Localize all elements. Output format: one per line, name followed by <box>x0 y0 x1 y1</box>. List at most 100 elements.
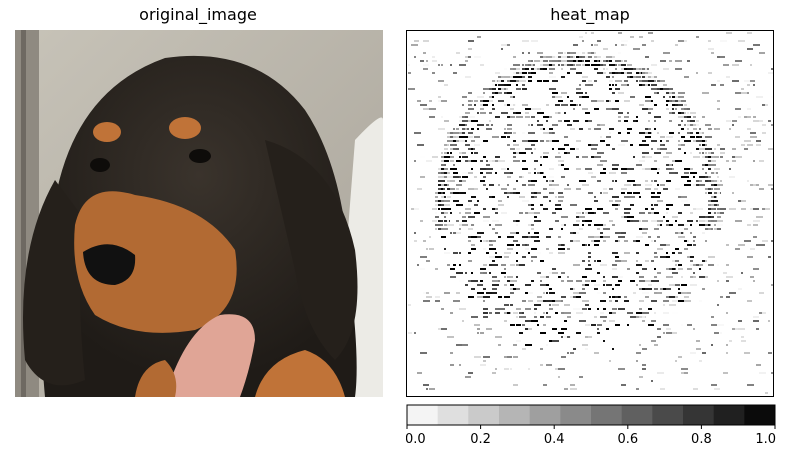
heat-map-cell <box>552 56 556 58</box>
heat-map-cell <box>699 148 703 150</box>
heat-map-cell <box>600 316 607 318</box>
heat-map-cell <box>516 244 520 246</box>
heat-map-cell <box>711 152 714 154</box>
heat-map-cell <box>576 60 578 62</box>
heat-map-cell <box>537 296 542 298</box>
heat-map-cell <box>507 196 509 198</box>
heat-map-cell <box>681 276 683 278</box>
heat-map-cell <box>762 132 766 134</box>
heat-map-cell <box>456 204 463 206</box>
heat-map-cell <box>708 256 715 258</box>
heat-map-cell <box>618 280 622 282</box>
heat-map-cell <box>717 192 720 194</box>
heat-map-cell <box>618 72 622 74</box>
heat-map-cell <box>753 120 760 122</box>
heat-map-cell <box>747 84 750 86</box>
heat-map-cell <box>516 72 520 74</box>
heat-map-cell <box>615 64 617 66</box>
heat-map-cell <box>606 68 608 70</box>
heat-map-cell <box>645 136 651 138</box>
heat-map-cell <box>510 72 514 74</box>
heat-map-cell <box>441 204 445 206</box>
heat-map-cell <box>726 160 729 162</box>
heat-map-cell <box>744 116 747 118</box>
heat-map-cell <box>603 168 606 170</box>
colorbar-scale: 0.0 0.2 0.4 0.6 0.8 1.0 <box>406 404 776 447</box>
heat-map-cell <box>522 200 529 202</box>
heat-map-cell <box>579 104 581 106</box>
heat-map-cell <box>528 124 530 126</box>
heat-map-cell <box>468 228 473 230</box>
heat-map-cell <box>657 220 663 222</box>
heat-map-cell <box>669 120 672 122</box>
heat-map-cell <box>687 244 692 246</box>
heat-map-cell <box>492 228 495 230</box>
heat-map-cell <box>753 184 756 186</box>
heat-map-cell <box>486 172 492 174</box>
heat-map-cell <box>588 336 592 338</box>
heat-map-cell <box>573 264 580 266</box>
heat-map-cell <box>744 80 750 82</box>
heat-map-cell <box>678 212 682 214</box>
heat-map-cell <box>492 92 497 94</box>
heat-map-cell <box>720 84 724 86</box>
heat-map-cell <box>549 168 554 170</box>
heat-map-cell <box>747 144 753 146</box>
heat-map-cell <box>666 288 671 290</box>
heat-map-cell <box>615 44 617 46</box>
heat-map-cell <box>741 200 746 202</box>
colorbar-tick-label: 0.6 <box>617 432 638 447</box>
heat-map-cell <box>456 272 463 274</box>
heat-map-cell <box>654 92 658 94</box>
heat-map-cell <box>705 152 707 154</box>
heat-map-cell <box>423 300 430 302</box>
heat-map-cell <box>537 68 540 70</box>
heat-map-cell <box>585 212 590 214</box>
heat-map-cell <box>642 84 646 86</box>
heat-map-cell <box>663 88 669 90</box>
heat-map-cell <box>585 32 587 34</box>
heat-map-cell <box>534 316 537 318</box>
heat-map-cell <box>612 348 614 350</box>
heat-map-cell <box>702 136 705 138</box>
heat-map-cell <box>591 156 596 158</box>
heat-map-cell <box>705 276 708 278</box>
heat-map-cell <box>702 352 706 354</box>
heat-map-cell <box>465 208 471 210</box>
heat-map-cell <box>603 64 606 66</box>
heat-map-cell <box>702 92 709 94</box>
heat-map-cell <box>468 252 471 254</box>
heat-map-cell <box>561 300 563 302</box>
heat-map-cell <box>693 208 696 210</box>
heat-map-cell <box>687 268 692 270</box>
heat-map-cell <box>576 92 583 94</box>
heat-map-cell <box>759 292 764 294</box>
heat-map-cell <box>756 184 759 186</box>
heat-map-cell <box>705 144 707 146</box>
heat-map-cell <box>669 284 676 286</box>
heat-map-cell <box>660 184 665 186</box>
heat-map-cell <box>447 220 449 222</box>
heat-map-cell <box>663 324 669 326</box>
heat-map-cell <box>465 76 471 78</box>
heat-map-cell <box>582 344 588 346</box>
heat-map-cell <box>528 328 532 330</box>
heat-map-cell <box>708 220 712 222</box>
heat-map-cell <box>507 176 511 178</box>
heat-map-cell <box>690 212 693 214</box>
heat-map-cell <box>531 152 533 154</box>
heat-map-cell <box>759 188 764 190</box>
heat-map-cell <box>594 260 596 262</box>
original-image-title: original_image <box>139 5 257 24</box>
heat-map-cell <box>546 236 550 238</box>
heat-map-cell <box>609 172 616 174</box>
heat-map-cell <box>693 272 695 274</box>
heat-map-cell <box>654 288 658 290</box>
heat-map-cell <box>597 64 599 66</box>
heat-map-cell <box>705 136 712 138</box>
heat-map-cell <box>462 220 467 222</box>
heat-map-cell <box>486 328 492 330</box>
colorbar-frame <box>406 404 776 426</box>
heat-map-cell <box>660 224 662 226</box>
heat-map-cell <box>420 220 423 222</box>
